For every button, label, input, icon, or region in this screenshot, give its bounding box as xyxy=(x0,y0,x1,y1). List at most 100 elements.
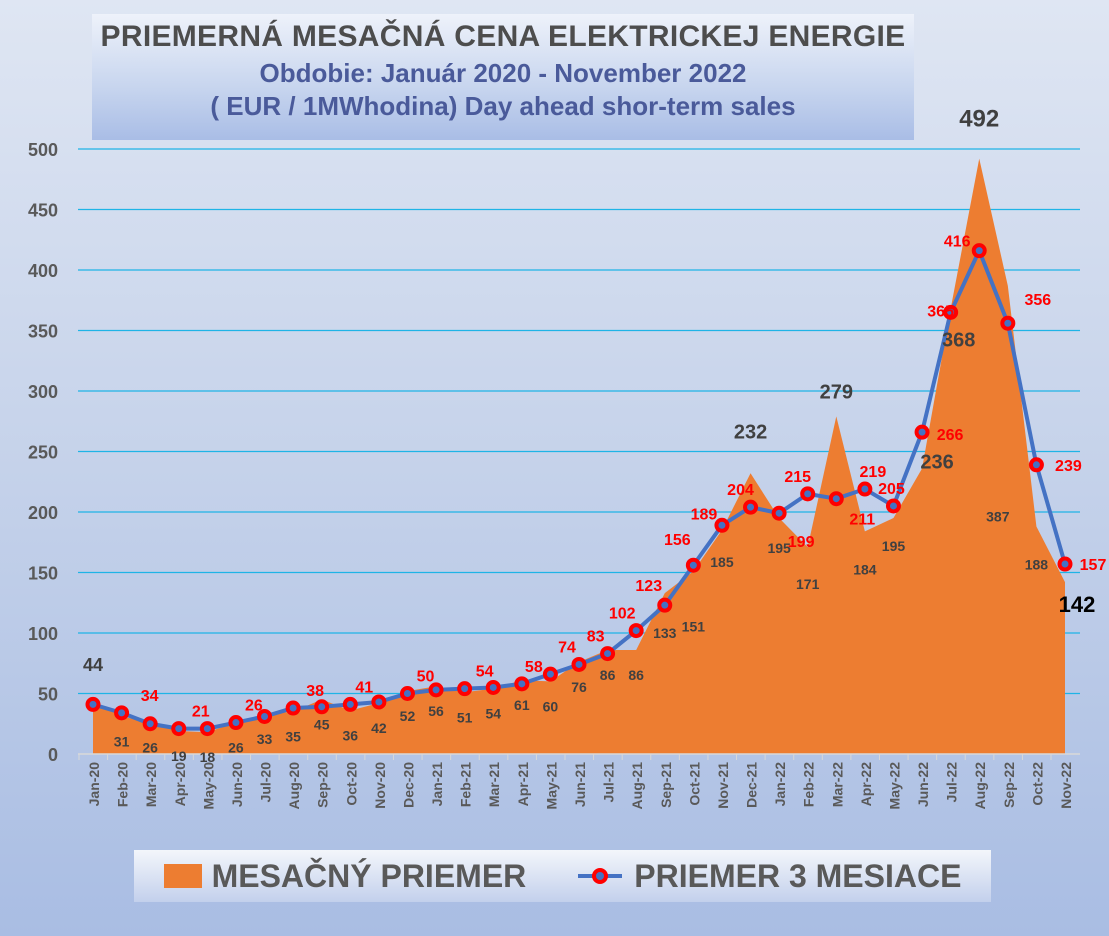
area-data-label: 86 xyxy=(628,667,644,683)
chart-subtitle: Obdobie: Január 2020 - November 2022 xyxy=(259,58,747,88)
line-marker xyxy=(971,243,987,259)
y-tick-label: 0 xyxy=(48,745,58,765)
line-data-label: 21 xyxy=(192,704,210,721)
x-tick-label: Feb-20 xyxy=(115,762,131,807)
line-marker xyxy=(199,721,215,737)
line-marker xyxy=(828,491,844,507)
legend-label-3month: PRIEMER 3 MESIACE xyxy=(634,857,962,894)
line-marker xyxy=(399,686,415,701)
title-box: PRIEMERNÁ MESAČNÁ CENA ELEKTRICKEJ ENERG… xyxy=(92,14,914,140)
line-data-label: 416 xyxy=(944,234,971,251)
line-marker xyxy=(771,505,787,521)
line-marker xyxy=(571,656,587,672)
area-data-label: 171 xyxy=(796,576,820,592)
y-tick-label: 200 xyxy=(28,503,58,523)
line-marker xyxy=(285,700,301,716)
line-marker xyxy=(657,597,673,613)
area-data-label: 188 xyxy=(1025,557,1049,573)
chart-subtitle-units: ( EUR / 1MWhodina) Day ahead shor-term s… xyxy=(210,91,796,121)
x-tick-label: Oct-20 xyxy=(343,762,359,806)
line-data-label: 38 xyxy=(306,683,324,700)
area-data-label: 56 xyxy=(428,703,444,719)
y-tick-label: 150 xyxy=(28,564,58,584)
area-data-label: 195 xyxy=(767,540,791,556)
x-tick-label: Mar-20 xyxy=(143,762,159,807)
line-data-label: 54 xyxy=(476,664,494,681)
legend-label-monthly: MESAČNÝ PRIEMER xyxy=(211,857,527,894)
x-tick-label: Nov-21 xyxy=(715,762,731,809)
x-tick-label: Jun-21 xyxy=(572,762,588,807)
line-marker xyxy=(228,715,244,731)
area-data-label: 76 xyxy=(571,679,587,695)
line-data-label: 156 xyxy=(664,532,691,549)
area-data-label: 492 xyxy=(959,106,999,133)
chart-title: PRIEMERNÁ MESAČNÁ CENA ELEKTRICKEJ ENERG… xyxy=(100,20,906,53)
x-tick-label: Oct-22 xyxy=(1029,762,1045,806)
area-data-label: 185 xyxy=(710,554,734,570)
line-marker xyxy=(514,676,530,692)
line-data-label: 199 xyxy=(788,534,815,551)
x-tick-label: Sep-20 xyxy=(315,762,331,808)
area-data-label: 133 xyxy=(653,625,677,641)
line-marker xyxy=(628,623,644,639)
line-marker xyxy=(342,696,358,712)
area-data-label: 236 xyxy=(920,451,953,473)
x-tick-label: Jan-22 xyxy=(772,762,788,807)
x-tick-label: Dec-21 xyxy=(744,762,760,808)
x-tick-label: Jun-20 xyxy=(229,762,245,807)
line-data-label: 215 xyxy=(784,469,811,486)
area-data-label: 45 xyxy=(314,717,330,733)
x-tick-label: Feb-22 xyxy=(801,762,817,807)
line-marker xyxy=(800,486,816,502)
line-data-label: 102 xyxy=(609,606,636,623)
area-data-label: 232 xyxy=(734,421,767,443)
line-marker xyxy=(1028,457,1044,473)
line-marker xyxy=(1000,315,1016,331)
legend-swatch-area xyxy=(163,864,202,888)
line-data-label: 219 xyxy=(860,464,887,481)
line-data-label: 50 xyxy=(417,669,435,686)
area-data-label: 52 xyxy=(400,708,416,724)
area-data-label: 184 xyxy=(853,561,877,577)
line-marker xyxy=(743,499,759,515)
line-data-label: 365 xyxy=(927,303,954,320)
line-marker xyxy=(114,705,130,721)
area-data-label: 195 xyxy=(882,538,906,554)
legend-swatch-line xyxy=(578,868,623,884)
x-tick-label: Mar-21 xyxy=(486,762,502,807)
line-marker xyxy=(1057,556,1073,572)
line-data-label: 123 xyxy=(635,578,662,595)
y-tick-label: 50 xyxy=(38,685,58,705)
area-data-label: 35 xyxy=(285,729,301,745)
x-tick-label: May-21 xyxy=(543,762,559,810)
line-data-label: 74 xyxy=(558,639,576,656)
area-data-label: 31 xyxy=(114,733,130,749)
x-tick-label: Jul-20 xyxy=(258,762,274,803)
x-tick-label: May-20 xyxy=(200,762,216,810)
area-data-label: 19 xyxy=(171,748,187,764)
area-data-label: 26 xyxy=(228,740,244,756)
x-tick-label: Jan-21 xyxy=(429,762,445,807)
area-data-label: 18 xyxy=(200,749,216,765)
line-marker xyxy=(685,557,701,573)
x-tick-label: Nov-22 xyxy=(1058,762,1074,809)
y-tick-label: 350 xyxy=(28,322,58,342)
line-marker xyxy=(542,666,558,682)
area-data-label: 54 xyxy=(485,706,501,722)
y-tick-label: 500 xyxy=(28,140,58,160)
y-tick-label: 300 xyxy=(28,382,58,402)
line-marker xyxy=(885,498,901,514)
x-tick-label: Sep-21 xyxy=(658,762,674,808)
area-data-label: 151 xyxy=(682,618,706,634)
x-tick-label: Oct-21 xyxy=(686,762,702,806)
line-data-label: 211 xyxy=(849,512,875,529)
line-marker xyxy=(257,708,273,724)
legend-item-3month: PRIEMER 3 MESIACE xyxy=(576,858,961,895)
area-data-label: 44 xyxy=(83,655,103,675)
x-tick-label: Jun-22 xyxy=(915,762,931,807)
y-tick-label: 250 xyxy=(28,443,58,463)
line-marker xyxy=(485,679,501,695)
x-tick-label: Jul-21 xyxy=(601,762,617,803)
line-data-label: 26 xyxy=(245,698,263,715)
